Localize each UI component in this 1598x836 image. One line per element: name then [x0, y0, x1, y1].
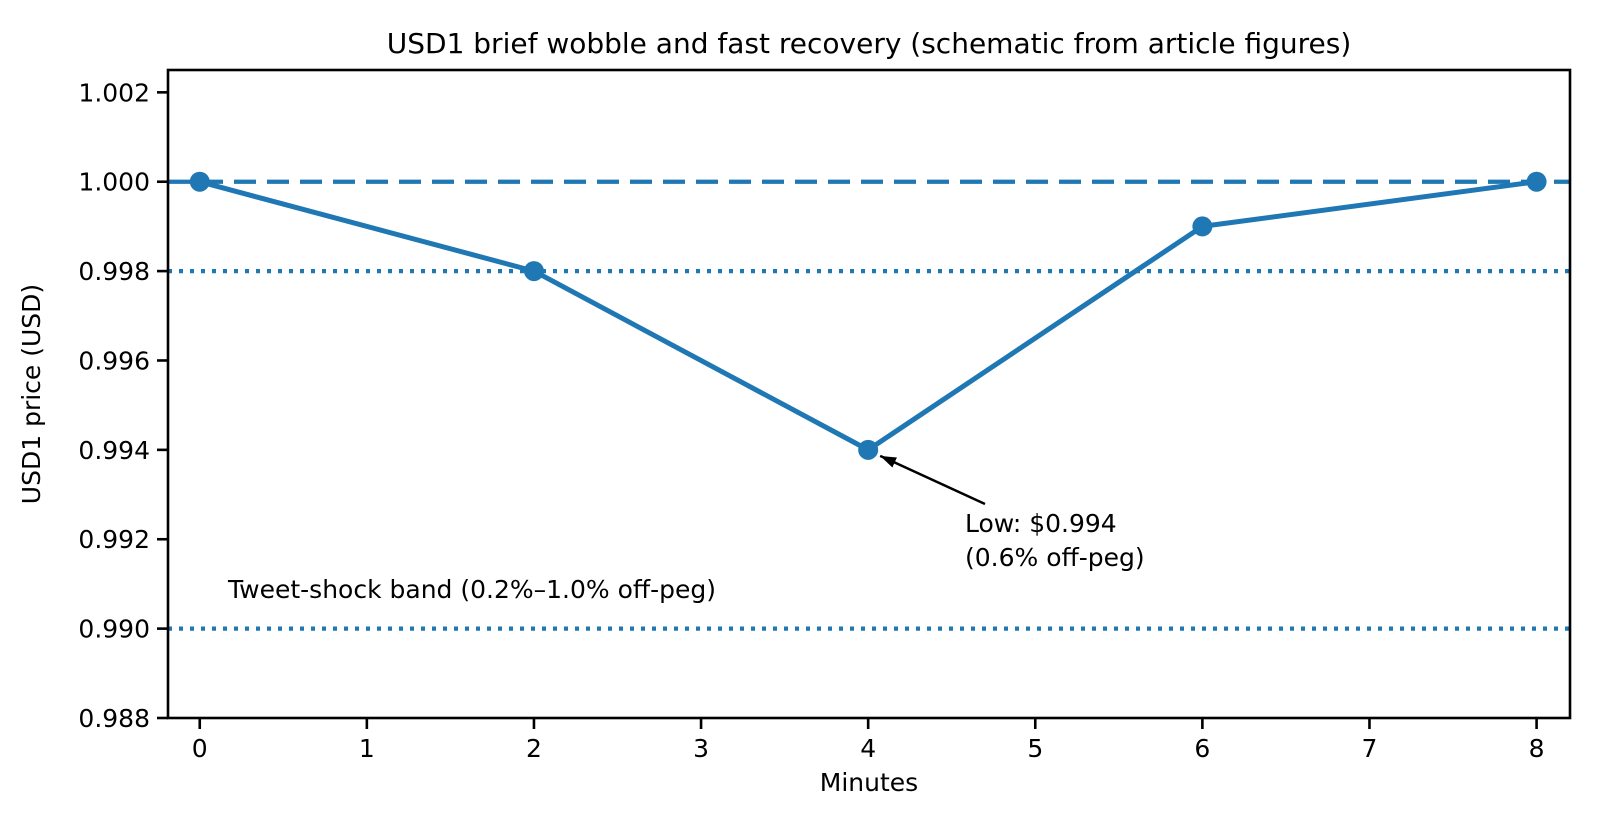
annotation-arrow-icon: [879, 454, 986, 506]
x-tick-label: 6: [1194, 734, 1210, 763]
y-tick-label: 0.992: [78, 525, 150, 554]
tick-labels: 0 1 2 3 4 5 6 7 8 0.988 0.990 0.992 0.994 0.996 0.998 1…: [78, 78, 1544, 763]
data-point: [523, 261, 544, 282]
data-point: [1192, 216, 1213, 237]
data-point: [189, 171, 210, 192]
x-axis-label: Minutes: [820, 768, 918, 797]
data-point: [858, 439, 879, 460]
annotation-low-line1: Low: $0.994: [965, 509, 1117, 538]
x-tick-label: 1: [359, 734, 375, 763]
x-tick-label: 4: [860, 734, 876, 763]
x-tick-label: 0: [192, 734, 208, 763]
band-label: Tweet-shock band (0.2%–1.0% off-peg): [227, 575, 716, 604]
x-tick-label: 2: [526, 734, 542, 763]
axes: [157, 68, 1572, 729]
reference-lines: [168, 179, 1570, 631]
y-tick-label: 0.998: [78, 257, 150, 286]
low-annotation: Low: $0.994 (0.6% off-peg): [879, 454, 1145, 572]
x-tick-label: 5: [1027, 734, 1043, 763]
price-line: [197, 179, 1540, 453]
x-tick-label: 8: [1529, 734, 1545, 763]
chart-title: USD1 brief wobble and fast recovery (sch…: [387, 27, 1352, 60]
y-tick-label: 1.000: [78, 168, 150, 197]
data-point: [1526, 171, 1547, 192]
annotation-low-line2: (0.6% off-peg): [965, 543, 1145, 572]
x-tick-label: 3: [693, 734, 709, 763]
y-tick-label: 0.988: [78, 704, 150, 733]
x-tick-label: 7: [1362, 734, 1378, 763]
y-tick-label: 0.996: [78, 346, 150, 375]
y-axis-label: USD1 price (USD): [17, 284, 46, 504]
y-tick-label: 0.990: [78, 615, 150, 644]
y-tick-label: 1.002: [78, 78, 150, 107]
price-series: [189, 171, 1547, 460]
y-tick-label: 0.994: [78, 436, 150, 465]
plot-border: [166, 68, 1572, 720]
